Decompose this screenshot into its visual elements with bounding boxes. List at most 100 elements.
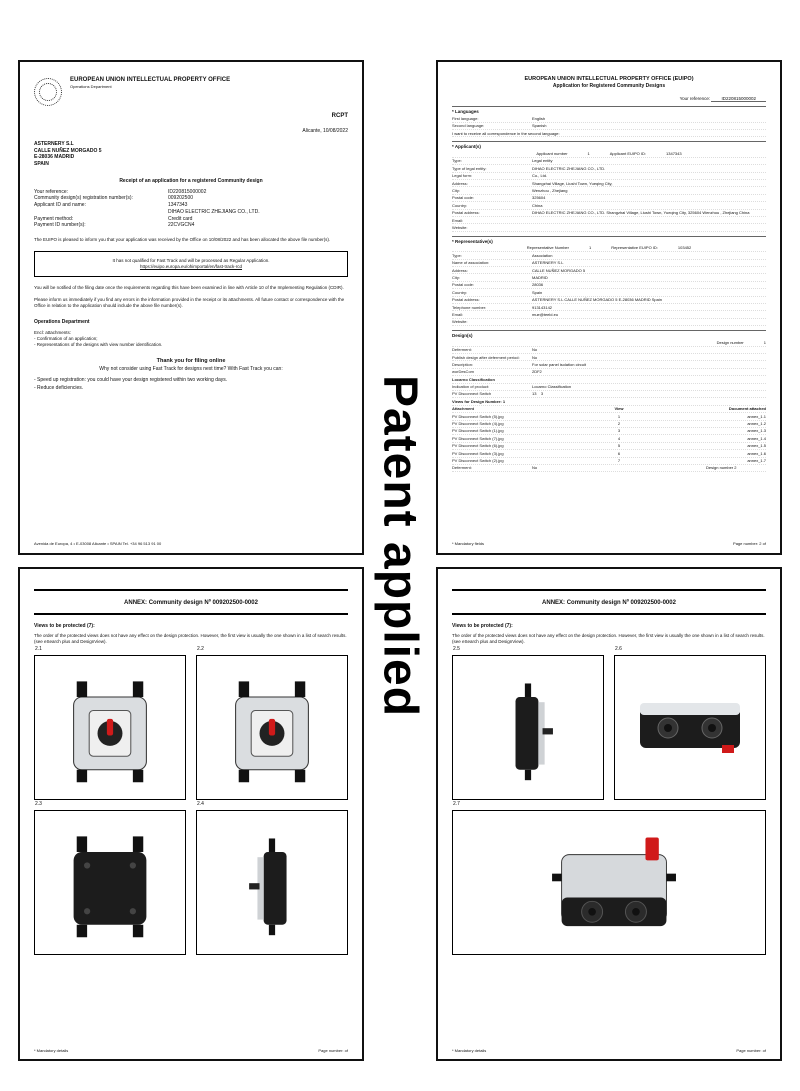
addr-name: ASTERNERY S.L [34,141,348,148]
view-2-7: 2.7 [452,810,766,955]
lang-note: I want to receive all correspondence in … [452,131,766,136]
r-post-v: ASTERNERY S.L CALLE NUÑEZ MORGADO 5 E-28… [532,297,766,302]
canvas: Patent applied EUROPEAN UNION INTELLECTU… [0,0,800,1091]
product-iso-icon [523,826,695,940]
att5-r: annex_1.5 [706,443,766,448]
v23-num: 2.3 [35,801,42,808]
def2-v: No [532,465,706,470]
rep-num-l: Representative Number [527,245,569,250]
euipo-logo-icon [34,78,62,106]
lang1-v: English [532,116,766,121]
footer1-left: Avenida de Europa, 4 • E-03008 Alicante … [34,541,161,546]
doc-receipt: EUROPEAN UNION INTELLECTUAL PROPERTY OFF… [18,60,364,555]
att2-l: PV Disconnect Switch (4).jpg [452,421,532,426]
f6-value: 22CVGCN4 [168,222,194,229]
att1-l: PV Disconnect Switch (5).jpg [452,414,532,419]
att-hdr-m: View [532,406,706,411]
att3-r: annex_1.3 [706,428,766,433]
att3-m: 3 [532,428,706,433]
desc-v: For solar panel isolation circuit [532,362,766,367]
receipt-org: EUROPEAN UNION INTELLECTUAL PROPERTY OFF… [70,76,230,84]
r-type-l: Type: [452,253,532,258]
loc-s: 3 [541,391,543,396]
v24-num: 2.4 [197,801,204,808]
a-form-l: Legal form: [452,173,532,178]
r-city-l: City: [452,275,532,280]
r-em-v: mue@teeld.eu [532,312,766,317]
att5-l: PV Disconnect Switch (6).jpg [452,443,532,448]
a-legal-v: DIHAO ELECTRIC ZHEJIANG CO., LTD. [532,166,766,171]
receipt-date: Alicante, 10/08/2022 [34,128,348,135]
annexL-of: of [345,1048,348,1053]
rep-num-v: 1 [589,245,591,250]
of: of [763,541,766,546]
bullet1: - Speed up registration: you could have … [34,377,348,384]
att2-r: annex_1.2 [706,421,766,426]
views-hdr: Views for Design Number: 1 [452,399,505,404]
annexR-footer-l: * Mandatory details [452,1048,486,1053]
annexL-footer-l: * Mandatory details [34,1048,68,1053]
r-web-v [532,319,766,324]
product-side2-icon [468,671,588,785]
bullet2: - Reduce deficiencies. [34,385,348,392]
receipt-title: Receipt of an application for a register… [34,178,348,185]
att2-m: 2 [532,421,706,426]
f5-label: Payment method: [34,216,164,223]
r-em-l: Email: [452,312,532,317]
f4-value: DIHAO ELECTRIC ZHEJIANG CO., LTD. [168,209,260,216]
att6-l: PV Disconnect Switch (3).jpg [452,451,532,456]
wd-v: 2DF2 [532,369,766,374]
r-pc-v: 28036 [532,282,766,287]
pub-v: No [532,355,766,360]
doc-annex-left: ANNEX: Community design Nº 009202500-000… [18,567,364,1062]
r-post-l: Postal address: [452,297,532,302]
att1-r: annex_1.1 [706,414,766,419]
desc-l: Description: [452,362,532,367]
annexR-of: of [763,1048,766,1053]
v22-num: 2.2 [197,646,204,653]
lang2-l: Second language: [452,123,532,128]
v21-num: 2.1 [35,646,42,653]
r-web-l: Website: [452,319,532,324]
watermark-text: Patent applied [373,374,428,716]
f1-value: ID220815000002 [168,189,206,196]
app-num-v: 1 [588,151,590,156]
r-city-v: MADRID [532,275,766,280]
annexL-title: ANNEX: Community design Nº 009202500-000… [34,599,348,607]
wd-l: worDesCom [452,369,532,374]
v26-num: 2.6 [615,646,622,653]
why-line: Why not consider using Fast Track for de… [34,366,348,373]
product-side-icon [212,826,332,940]
encl2: - Representations of the designs with vi… [34,342,348,348]
r-addr-l: Address: [452,268,532,273]
v27-num: 2.7 [453,801,460,808]
att7-m: 7 [532,458,706,463]
r-pc-l: Postal code: [452,282,532,287]
footer1: Avenida de Europa, 4 • E-03008 Alicante … [34,541,348,546]
view-2-3: 2.3 [34,810,186,955]
a-type-l: Type: [452,158,532,163]
f2-value: 009202500 [168,195,193,202]
page-l: Page number: [733,541,758,546]
r-tel-v: 913143142 [532,305,766,310]
att5-m: 5 [532,443,706,448]
annexR-title: ANNEX: Community design Nº 009202500-000… [452,599,766,607]
ref-l: Your reference: [680,96,711,101]
loc-pv-l: PV Disconnect Switch [452,391,532,396]
att1-m: 1 [532,414,706,419]
f5-value: Credit card [168,216,192,223]
att7-r: annex_1.7 [706,458,766,463]
rcpt-code: RCPT [34,112,348,120]
para2: You will be notified of the filing date … [34,285,348,291]
doc-application: EUROPEAN UNION INTELLECTUAL PROPERTY OFF… [436,60,782,555]
a-city-v: Wenzhou , Zhejiang [532,188,766,193]
des2-l: Design number [706,465,733,470]
rep-id-v: 103452 [678,245,691,250]
att4-r: annex_1.4 [706,436,766,441]
a-post-l: Postal address: [452,210,532,215]
view-2-6: 2.6 [614,655,766,800]
addr-country: SPAIN [34,161,348,168]
app-sub: Application for Registered Community Des… [452,83,766,90]
thank-line: Thank you for filing online [34,358,348,365]
view-2-5: 2.5 [452,655,604,800]
